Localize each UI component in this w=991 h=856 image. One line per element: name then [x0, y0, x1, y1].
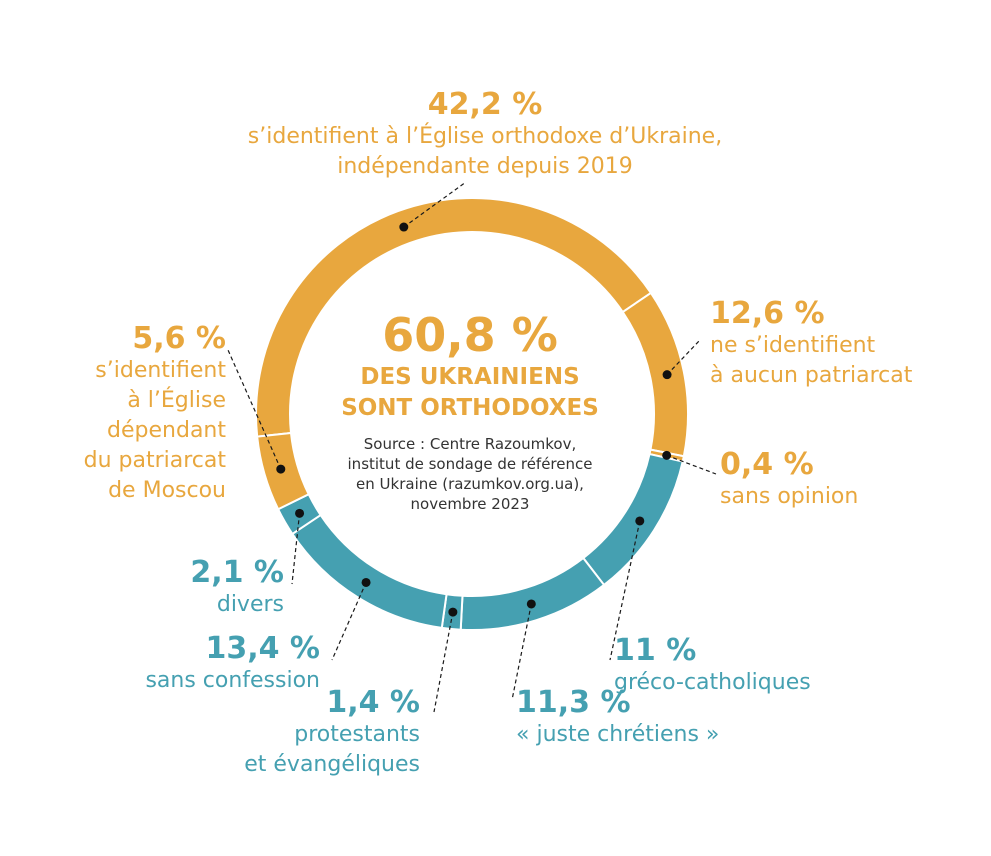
- slice-label: divers: [216, 592, 284, 617]
- label-various: 2,1 % divers: [150, 556, 284, 620]
- leader-dot-orthodox-ukraine: [399, 222, 409, 232]
- leader-line-no-patriarchate: [666, 339, 701, 376]
- leader-dot-no-opinion: [662, 450, 672, 460]
- label-protestants: 1,4 % protestants et évangéliques: [220, 686, 420, 780]
- label-orthodox-ukraine: 42,2 % s’identifient à l’Église orthodox…: [230, 88, 740, 182]
- leader-line-protestants: [433, 611, 454, 713]
- slice-value-label: 42,2 %: [427, 87, 543, 122]
- slice-value-label: 11,3 %: [516, 685, 631, 720]
- slice-no-confession: [290, 513, 448, 630]
- label-greek-catholic: 11 % gréco-catholiques: [614, 634, 874, 698]
- source-note: Source : Centre Razoumkov, institut de s…: [347, 435, 593, 513]
- slice-label: ne s’identifient à aucun patriarcat: [710, 333, 913, 388]
- donut-slices: [255, 197, 689, 631]
- leader-line-no-opinion: [666, 454, 717, 475]
- slice-label: sans confession: [145, 668, 320, 693]
- slice-label: gréco-catholiques: [614, 670, 811, 695]
- leader-dot-just-christians: [526, 599, 536, 609]
- slice-label: « juste chrétiens »: [516, 722, 720, 747]
- leader-dot-various: [295, 508, 305, 518]
- leader-dot-protestants: [448, 607, 458, 617]
- leader-dot-greek-catholic: [635, 516, 645, 526]
- slice-value-label: 12,6 %: [710, 296, 825, 331]
- slice-value-label: 2,1 %: [190, 555, 284, 590]
- slice-label: sans opinion: [720, 484, 859, 509]
- leader-dot-moscow-patriarchate: [276, 464, 286, 474]
- leader-line-moscow-patriarchate: [227, 349, 282, 470]
- slice-value-label: 1,4 %: [326, 685, 420, 720]
- slice-value-label: 5,6 %: [132, 321, 226, 356]
- label-just-christians: 11,3 % « juste chrétiens »: [516, 686, 776, 750]
- leader-dot-no-confession: [361, 577, 371, 587]
- slice-just-christians: [459, 556, 606, 631]
- leader-line-orthodox-ukraine: [403, 181, 467, 228]
- slice-label: s’identifient à l’Église orthodoxe d’Ukr…: [247, 124, 723, 179]
- label-no-opinion: 0,4 % sans opinion: [720, 448, 920, 512]
- leader-line-various: [291, 513, 301, 585]
- leader-dot-no-patriarchate: [662, 370, 672, 380]
- center-text: DES UKRAINIENS SONT ORTHODOXES: [341, 364, 599, 421]
- center-value: 60,8 %: [382, 308, 558, 362]
- leader-line-no-confession: [331, 582, 367, 661]
- slice-label: s’identifient à l’Église dépendant du pa…: [83, 358, 226, 503]
- slice-value-label: 11 %: [614, 633, 697, 668]
- leader-line-just-christians: [511, 603, 532, 701]
- label-no-patriarchate: 12,6 % ne s’identifient à aucun patriarc…: [710, 297, 950, 391]
- label-no-confession: 13,4 % sans confession: [120, 632, 320, 696]
- slice-label: protestants et évangéliques: [244, 722, 420, 777]
- label-moscow-patriarchate: 5,6 % s’identifient à l’Église dépendant…: [40, 322, 226, 506]
- leader-line-greek-catholic: [609, 520, 641, 661]
- slice-value-label: 0,4 %: [720, 447, 814, 482]
- leader-lines: [227, 181, 717, 713]
- slice-value-label: 13,4 %: [205, 631, 320, 666]
